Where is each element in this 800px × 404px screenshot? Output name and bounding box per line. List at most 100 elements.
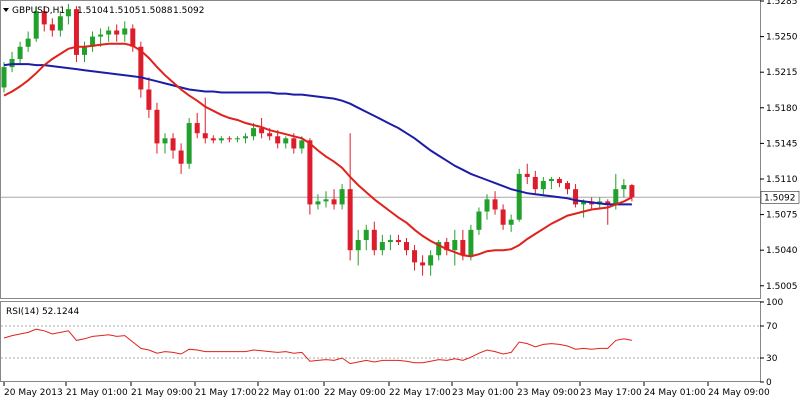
candle-body [484,199,490,212]
ma-blue-line [3,63,632,206]
candle-body [339,189,345,205]
candle-body [90,36,96,47]
candle-body [17,46,23,59]
candle-body [267,133,273,137]
candle-body [146,89,152,110]
price-tick-label: 1.5180 [766,104,798,114]
candle-body [73,9,79,55]
candle-body [500,209,506,225]
candle-body [291,138,297,149]
time-tick-label: 23 May 09:00 [517,388,579,398]
price-tick-label: 1.5005 [766,282,798,292]
candle-body [556,178,562,184]
candle-body [532,176,538,190]
candle-body [98,34,104,37]
ohlc-open: 1.5104 [77,6,109,16]
candle-body [259,128,265,134]
rsi-panel [1,325,760,365]
candle-body [428,255,434,266]
candle-body [387,240,393,243]
candle-body [476,211,482,230]
candle-body [492,199,498,210]
ohlc-low: 1.5088 [141,6,173,16]
candle-body [621,185,627,190]
candle-body [57,16,63,31]
candle-body [581,201,587,205]
candle-body [395,240,401,243]
candle-body [363,229,369,241]
time-tick-label: 23 May 17:00 [580,388,642,398]
ma-red-line [3,42,633,258]
candle-body [114,30,120,35]
candle-body [404,242,409,251]
candle-body [41,11,47,25]
candle-body [178,150,184,164]
candle-body [170,138,176,151]
candle-body [355,240,361,251]
rsi-tick-label: 0 [766,378,772,388]
time-tick-label: 22 May 09:00 [324,388,386,398]
time-tick-label: 23 May 01:00 [452,388,514,398]
time-tick-label: 22 May 17:00 [389,388,451,398]
candle-body [524,173,530,177]
candle-body [573,189,579,205]
candle-body [138,46,144,90]
candle-body [82,46,87,55]
rsi-line [3,328,632,365]
price-tick-label: 1.5075 [766,211,798,221]
candle-body [548,178,554,182]
candle-body [307,140,313,205]
time-tick-label: 24 May 01:00 [644,388,706,398]
candle-body [9,58,15,68]
price-tick-label: 1.5145 [766,139,798,149]
price-tick-label: 1.5250 [766,33,798,43]
candle-body [1,67,7,88]
candle-body [460,240,466,256]
candle-body [210,138,216,141]
candle-body [65,9,71,17]
time-tick-label: 20 May 2013 [4,388,63,398]
rsi-tick-label: 30 [766,354,778,364]
candle-body [516,173,522,220]
time-tick-label: 21 May 17:00 [195,388,257,398]
current-price-box [760,191,800,204]
candle-body [251,128,257,137]
ohlc-close: 1.5092 [173,6,205,16]
candle-body [154,109,160,144]
candle-body [605,201,611,205]
time-tick-label: 22 May 01:00 [258,388,320,398]
candle-body [106,30,112,35]
candle-body [33,11,39,39]
ohlc-high: 1.5105 [109,6,141,16]
time-tick-label: 21 May 01:00 [66,388,128,398]
candle-body [25,38,31,47]
current-price-label: 1.5092 [764,193,796,203]
candle-body [323,199,329,202]
price-tick-label: 1.5215 [766,68,798,78]
candle-body [452,240,458,251]
candle-body [629,185,635,198]
time-tick-label: 24 May 09:00 [708,388,770,398]
candle-body [315,201,321,205]
candle-body [218,138,224,141]
candle-body [347,189,353,251]
candle-body [243,136,248,139]
instrument-label[interactable]: GBPUSD,H1 [12,6,65,16]
candle-body [613,189,619,205]
rsi-tick-label: 70 [766,322,778,332]
candle-body [162,138,168,144]
candle-body [412,250,418,263]
candle-body [283,138,289,144]
candle-body [299,140,305,149]
axes: 1.5285 1.5250 1.5215 1.5180 1.5145 1.5110 1.50… [3,0,800,398]
price-tick-label: 1.5285 [766,0,798,7]
candle-body [436,242,442,256]
time-tick-label: 21 May 09:00 [131,388,193,398]
candle-body [186,123,192,164]
symbol-dropdown-arrow[interactable] [3,8,9,12]
main-panel-frame [0,0,761,299]
rsi-panel-frame [0,301,761,382]
rsi-tick-label: 100 [766,298,783,308]
